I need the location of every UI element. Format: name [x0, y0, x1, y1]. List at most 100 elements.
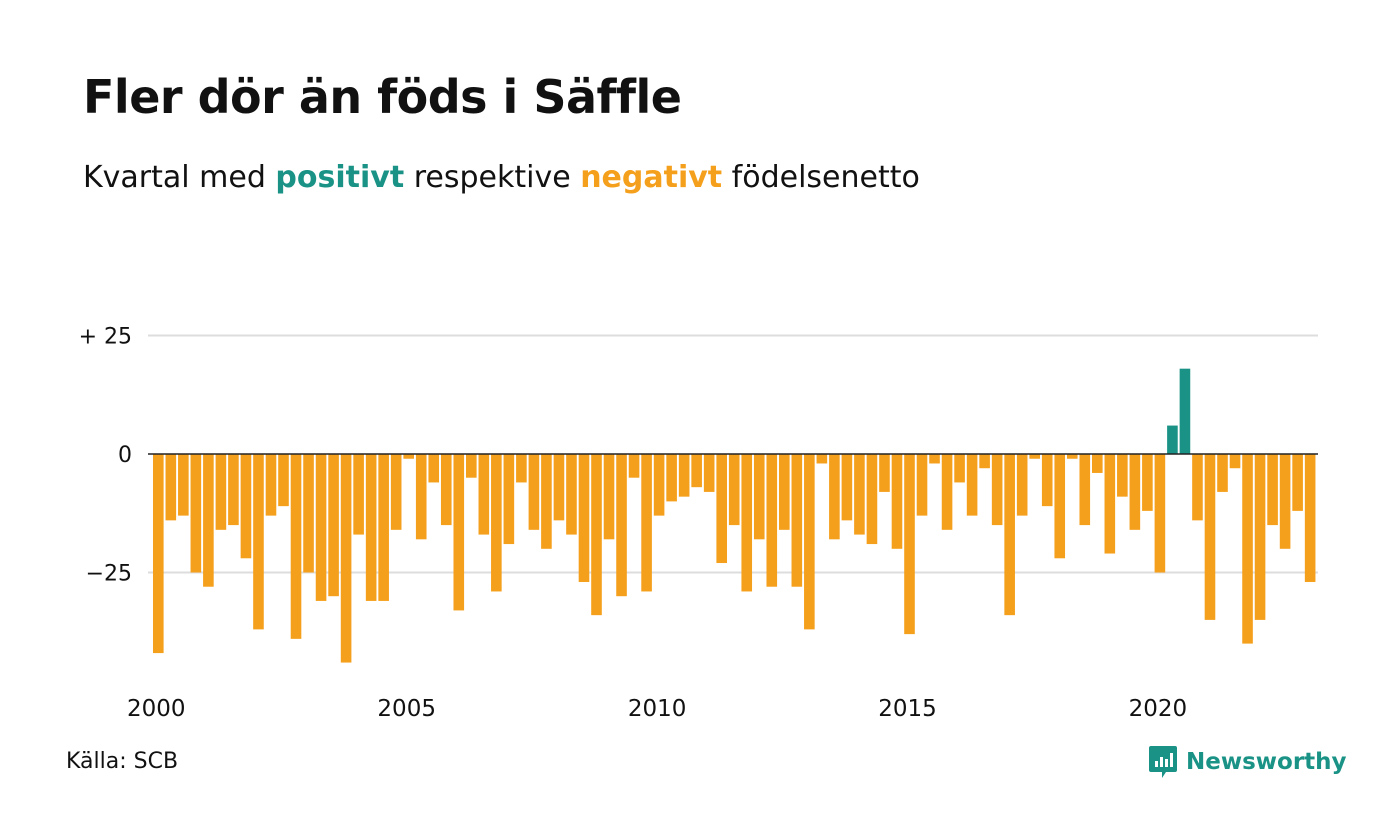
bar-negative: [1117, 454, 1128, 497]
bar-negative: [165, 454, 177, 521]
bar-negative: [1104, 454, 1116, 554]
bar-negative: [1229, 454, 1241, 469]
bar-negative: [353, 454, 364, 535]
bar-negative: [641, 454, 652, 592]
bar-negative: [428, 454, 440, 483]
bar-negative: [1079, 454, 1091, 526]
newsworthy-logo-icon: [1149, 746, 1177, 778]
bar-negative: [1154, 454, 1166, 573]
subtitle-prefix: Kvartal med: [83, 160, 276, 195]
bar-negative: [303, 454, 314, 573]
bars: [153, 368, 1316, 663]
x-tick-label: 2015: [878, 696, 937, 722]
source-note: Källa: SCB: [66, 749, 179, 774]
bar-negative: [616, 454, 627, 597]
bar-negative: [203, 454, 214, 587]
bar-negative: [791, 454, 803, 587]
bar-negative: [178, 454, 189, 516]
bar-negative: [541, 454, 552, 549]
bar-negative: [779, 454, 790, 530]
bar-negative: [929, 454, 940, 464]
bar-negative: [1142, 454, 1153, 511]
bar-positive: [1167, 425, 1178, 454]
bar-negative: [253, 454, 264, 630]
bar-negative: [741, 454, 753, 592]
bar-negative: [916, 454, 928, 516]
bar-negative: [591, 454, 602, 616]
bar-negative: [716, 454, 727, 564]
bar-negative: [816, 454, 828, 464]
bar-negative: [478, 454, 490, 535]
x-tick-label: 2005: [377, 696, 436, 722]
bar-negative: [228, 454, 239, 526]
bar-negative: [1066, 454, 1078, 459]
subtitle-middle: respektive: [404, 160, 581, 195]
bar-negative: [265, 454, 277, 516]
bar-negative: [603, 454, 615, 540]
bar-negative: [415, 454, 427, 540]
bar-negative: [190, 454, 202, 573]
y-tick-labels: + 25 0 −25: [79, 325, 132, 587]
bar-negative: [766, 454, 778, 587]
bar-negative: [453, 454, 465, 611]
y-tick-label: 0: [118, 443, 132, 468]
bar-negative: [365, 454, 377, 601]
x-tick-labels: 2000 2005 2010 2015 2020: [127, 696, 1187, 722]
bar-negative: [153, 454, 164, 654]
bar-negative: [1041, 454, 1053, 507]
bar-negative: [390, 454, 402, 530]
bar-negative: [1004, 454, 1015, 616]
chart-title: Fler dör än föds i Säffle: [83, 70, 682, 124]
bar-negative: [966, 454, 978, 516]
bar-negative: [703, 454, 715, 492]
bar-negative: [466, 454, 477, 478]
bar-negative: [278, 454, 289, 507]
brand-name: Newsworthy: [1186, 749, 1347, 775]
bar-negative: [378, 454, 389, 601]
bar-negative: [240, 454, 252, 559]
bar-negative: [1242, 454, 1253, 644]
bar-negative: [491, 454, 502, 592]
bar-negative: [340, 454, 352, 663]
bar-negative: [553, 454, 565, 521]
bar-negative: [653, 454, 665, 516]
bar-negative: [516, 454, 527, 483]
bar-negative: [666, 454, 677, 502]
bar-negative: [1092, 454, 1103, 473]
bar-negative: [1129, 454, 1141, 530]
bar-negative: [804, 454, 815, 630]
bar-negative: [1267, 454, 1278, 526]
bar-negative: [1292, 454, 1303, 511]
bar-negative: [941, 454, 953, 530]
bar-negative: [328, 454, 339, 597]
bar-negative: [866, 454, 878, 545]
bar-negative: [1254, 454, 1266, 620]
x-tick-label: 2000: [127, 696, 186, 722]
bar-negative: [728, 454, 740, 526]
bar-negative: [215, 454, 227, 530]
bar-negative: [678, 454, 690, 497]
bar-negative: [566, 454, 577, 535]
x-tick-label: 2010: [628, 696, 687, 722]
chart-subtitle: Kvartal med positivt respektive negativt…: [83, 160, 920, 195]
bar-negative: [1217, 454, 1228, 492]
y-tick-label: −25: [86, 562, 132, 587]
bar-negative: [904, 454, 915, 635]
bar-negative: [1204, 454, 1216, 620]
bar-negative: [503, 454, 515, 545]
bar-negative: [891, 454, 903, 549]
subtitle-suffix: födelsenetto: [722, 160, 920, 195]
bar-negative: [578, 454, 590, 582]
bar-chart: + 25 0 −25 2000 2005 2010 2015 2020: [79, 325, 1318, 722]
bar-negative: [954, 454, 965, 483]
bar-negative: [440, 454, 452, 526]
bar-negative: [979, 454, 990, 469]
bar-negative: [315, 454, 327, 601]
bar-negative: [1029, 454, 1040, 459]
subtitle-positive-word: positivt: [275, 160, 405, 195]
bar-negative: [991, 454, 1003, 526]
brand-logo[interactable]: Newsworthy: [1148, 744, 1347, 780]
bar-negative: [403, 454, 414, 459]
bar-negative: [691, 454, 702, 488]
bar-negative: [829, 454, 840, 540]
